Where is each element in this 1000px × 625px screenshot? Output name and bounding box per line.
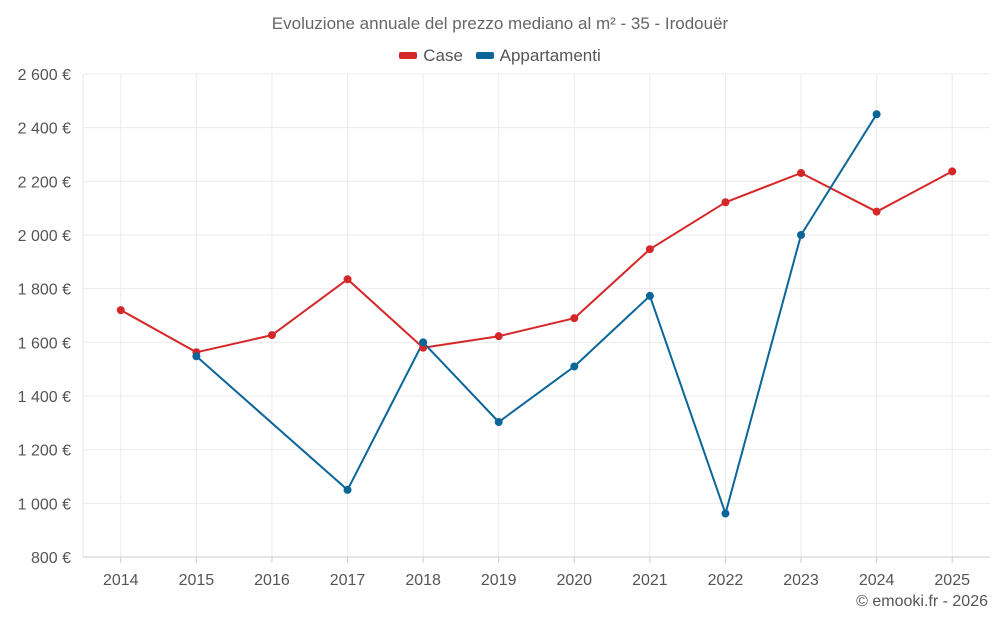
data-point-appartamenti-2021: [645, 291, 654, 300]
y-tick-label: 1 200 €: [18, 443, 71, 460]
data-point-appartamenti-2024: [872, 110, 881, 119]
legend-item-appartamenti[interactable]: Appartamenti: [475, 45, 601, 66]
data-point-case-2022: [721, 198, 730, 207]
x-tick-label: 2025: [934, 572, 970, 589]
x-tick-label: 2014: [103, 572, 139, 589]
y-tick-label: 1 600 €: [18, 335, 71, 352]
x-tick-label: 2016: [254, 572, 290, 589]
data-point-appartamenti-2022: [721, 509, 730, 518]
y-tick-label: 2 200 €: [18, 174, 71, 191]
data-point-appartamenti-2018: [419, 338, 428, 347]
data-point-case-2025: [948, 167, 957, 176]
y-tick-label: 1 800 €: [18, 282, 71, 299]
x-tick-label: 2020: [556, 572, 592, 589]
data-point-case-2024: [872, 207, 881, 216]
data-point-case-2017: [343, 275, 352, 284]
chart-title: Evoluzione annuale del prezzo mediano al…: [271, 14, 729, 33]
x-tick-label: 2015: [179, 572, 215, 589]
data-point-appartamenti-2023: [797, 231, 806, 239]
axis-layer: 800 € 1 000 € 1 200 € 1 400 € 1 600 € 1 800 €…: [18, 67, 990, 589]
x-tick-label: 2018: [405, 572, 441, 589]
credit-text: © emooki.fr - 2026: [856, 593, 988, 610]
data-point-appartamenti-2019: [494, 418, 503, 427]
data-point-appartamenti-2015: [192, 352, 201, 361]
data-point-appartamenti-2017: [343, 485, 352, 494]
data-point-case-2020: [570, 314, 579, 323]
x-tick-label: 2022: [708, 572, 744, 589]
x-tick-label: 2019: [481, 572, 517, 589]
data-point-case-2023: [797, 169, 806, 178]
y-tick-label: 800 €: [31, 550, 71, 567]
data-point-case-2021: [645, 245, 654, 254]
y-tick-label: 1 400 €: [18, 389, 71, 406]
y-tick-label: 1 000 €: [18, 496, 71, 513]
x-tick-label: 2024: [859, 572, 895, 589]
legend-swatch-appartamenti: [475, 52, 494, 59]
x-tick-label: 2023: [783, 572, 819, 589]
data-point-case-2019: [494, 332, 503, 341]
grid-layer: [82, 73, 990, 558]
data-point-case-2016: [267, 331, 276, 340]
y-tick-label: 2 000 €: [18, 228, 71, 245]
series-line-case: [120, 170, 953, 354]
legend-swatch-case: [399, 52, 418, 59]
x-tick-label: 2021: [632, 572, 668, 589]
y-tick-label: 2 400 €: [18, 121, 71, 138]
legend-label-case: Case: [423, 45, 463, 65]
legend-item-case[interactable]: Case: [399, 46, 463, 66]
data-point-appartamenti-2020: [570, 362, 579, 371]
data-point-case-2014: [116, 306, 125, 315]
y-tick-label: 2 600 €: [18, 67, 71, 84]
series-layer: [116, 110, 957, 518]
series-line-appartamenti: [195, 113, 878, 515]
legend: Case Appartamenti: [0, 44, 1000, 66]
legend-label-appartamenti: Appartamenti: [499, 45, 601, 65]
x-tick-label: 2017: [330, 572, 366, 589]
